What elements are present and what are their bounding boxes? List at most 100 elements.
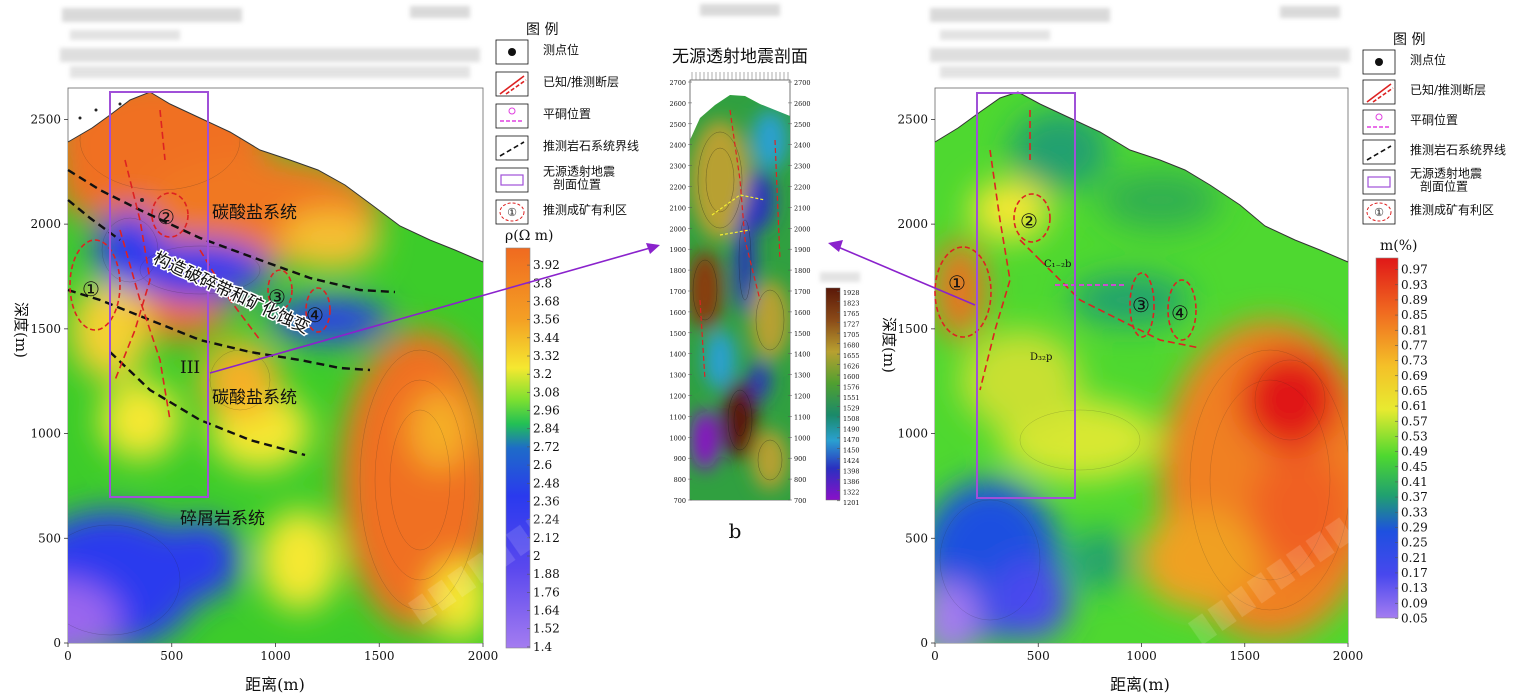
legend-item-label: 平硐位置 <box>543 106 591 121</box>
y-tick-label: 1500 <box>30 322 61 336</box>
colorbar-tick-label: 2.72 <box>533 440 560 454</box>
legend-swatch <box>1362 199 1396 225</box>
colorbar-tick-label: 0.97 <box>1401 263 1428 277</box>
colorbar-tick-label: 1201 <box>843 499 860 507</box>
colorbar-title-left: ρ(Ω m) <box>505 228 554 244</box>
label-zone-2-right: ② <box>1020 209 1038 233</box>
seismic-tick-label: 1800 <box>794 267 811 275</box>
x-tick-label: 1500 <box>364 649 395 663</box>
colorbar-tick-label: 3.32 <box>533 349 560 363</box>
seismic-y-ticks-right: 2700 2600 2500 2400 2300 2200 2100 2000 1900 1800… <box>788 79 811 505</box>
colorbar-tick-label: 0.29 <box>1401 520 1428 534</box>
svg-text:①: ① <box>507 206 517 219</box>
colorbar-tick-label: 1.76 <box>533 585 560 599</box>
colorbar-tick-label: 2.84 <box>533 422 560 436</box>
seismic-tick-label: 2300 <box>669 163 686 171</box>
seismic-tick-label: 800 <box>794 476 806 484</box>
label-zone-4: ④ <box>306 303 324 327</box>
svg-text:①: ① <box>1374 206 1384 219</box>
label-c1-right: C₁₋₂b <box>1044 259 1071 270</box>
seismic-tick-label: 2500 <box>794 121 811 129</box>
seismic-tick-label: 1500 <box>794 330 811 338</box>
y-axis-label-left: 深度(m) <box>12 302 30 358</box>
seismic-tick-label: 2100 <box>669 204 686 212</box>
colorbar-tick-label: 1928 <box>843 289 860 297</box>
legend-swatch <box>495 71 529 97</box>
colorbar-seismic <box>825 287 841 501</box>
colorbar-tick-label: 1508 <box>843 415 860 423</box>
boundary-line-icon <box>499 141 525 157</box>
label-zone-3-right: ③ <box>1132 293 1150 317</box>
blurred-header-right <box>930 6 1350 78</box>
x-tick-label: 0 <box>64 649 72 663</box>
seismic-section-frame-left <box>109 91 209 498</box>
legend-item-label: 无源透射地震 <box>543 164 615 179</box>
x-tick-label: 1500 <box>1229 649 1260 663</box>
section-frame-icon <box>1367 176 1391 188</box>
resistivity-section: 碳酸盐系统 碳酸盐系统 碎屑岩系统 构造破碎带和矿化蚀变 III ① ② ③ ④… <box>12 87 560 694</box>
legend-title: 图 例 <box>1393 32 1425 48</box>
colorbar-tick-label: 0.25 <box>1401 536 1428 550</box>
seismic-tick-label: 2700 <box>794 79 811 87</box>
seismic-tick-label: 1100 <box>669 413 686 421</box>
colorbar-tick-label: 2.12 <box>533 531 560 545</box>
seismic-tick-label: 1300 <box>794 372 811 380</box>
seismic-tick-label: 1600 <box>669 309 686 317</box>
seismic-tick-label: 1900 <box>669 246 686 254</box>
colorbar-tick-label: 0.33 <box>1401 505 1428 519</box>
label-carbonate-upper: 碳酸盐系统 <box>212 203 297 223</box>
seismic-tick-label: 1200 <box>669 393 686 401</box>
label-d3-right: D₃₂p <box>1030 352 1052 363</box>
colorbar-tick-label: 1600 <box>843 373 860 381</box>
colorbar-tick-label: 0.57 <box>1401 414 1428 428</box>
boundary-line-icon <box>1366 145 1392 161</box>
y-tick-label: 500 <box>38 531 61 545</box>
colorbar-tick-label: 1765 <box>843 310 860 318</box>
colorbar-tick-label: 0.41 <box>1401 475 1428 489</box>
adit-icon <box>508 107 516 115</box>
label-roman-three: III <box>180 358 200 378</box>
colorbar-tick-label: 2.48 <box>533 476 560 490</box>
label-zone-1-right: ① <box>948 271 966 295</box>
x-axis-left: 0 500 1000 1500 2000 <box>64 643 498 663</box>
x-tick-label: 500 <box>1027 649 1050 663</box>
seismic-section-frame-right <box>976 92 1076 499</box>
station-point-icon <box>508 48 516 56</box>
colorbar-tick-label: 1529 <box>843 404 860 412</box>
colorbar-tick-label: 0.65 <box>1401 384 1428 398</box>
polarizability-section: ① ② ③ ④ D₃₂p C₁₋₂b 0 500 1000 1500 2000 0 500… <box>880 87 1428 694</box>
seismic-tick-label: 2000 <box>794 225 811 233</box>
colorbar-tick-label: 0.17 <box>1401 566 1428 580</box>
x-axis-right: 0 500 1000 1500 2000 <box>931 643 1363 663</box>
legend-item-label: 平硐位置 <box>1410 112 1458 127</box>
colorbar-tick-label: 0.69 <box>1401 369 1428 383</box>
seismic-tick-label: 1000 <box>794 434 811 442</box>
seismic-tick-label: 1300 <box>669 372 686 380</box>
colorbar-tick-label: 1322 <box>843 488 860 496</box>
y-tick-label: 2500 <box>30 112 61 126</box>
colorbar-left <box>505 247 531 649</box>
y-tick-label: 500 <box>905 531 928 545</box>
y-axis-right: 0 500 1000 1500 2000 2500 <box>897 112 935 650</box>
colorbar-tick-label: 1450 <box>843 446 860 454</box>
seismic-tick-label: 1400 <box>669 351 686 359</box>
seismic-tick-label: 2400 <box>669 142 686 150</box>
seismic-tick-label: 2500 <box>669 121 686 129</box>
colorbar-tick-label: 3.68 <box>533 294 560 308</box>
colorbar-tick-label: 3.08 <box>533 385 560 399</box>
seismic-tick-label: 1100 <box>794 413 811 421</box>
colorbar-tick-label: 3.92 <box>533 258 560 272</box>
x-tick-label: 500 <box>160 649 183 663</box>
colorbar-tick-label: 3.2 <box>533 367 552 381</box>
colorbar-ticks-right: 0.970.930.890.850.810.77 0.730.690.650.61… <box>1395 263 1428 625</box>
y-axis-label-right: 深度(m) <box>880 317 898 373</box>
seismic-tick-label: 1900 <box>794 246 811 254</box>
seismic-tick-label: 2200 <box>794 184 811 192</box>
colorbar-tick-label: 1576 <box>843 384 860 392</box>
label-zone-4-right: ④ <box>1171 301 1189 325</box>
colorbar-tick-label: 1.88 <box>533 567 560 581</box>
legend-item-label: 已知/推测断层 <box>1410 82 1486 97</box>
seismic-tick-label: 1400 <box>794 351 811 359</box>
legend-item-label: 剖面位置 <box>553 177 601 192</box>
